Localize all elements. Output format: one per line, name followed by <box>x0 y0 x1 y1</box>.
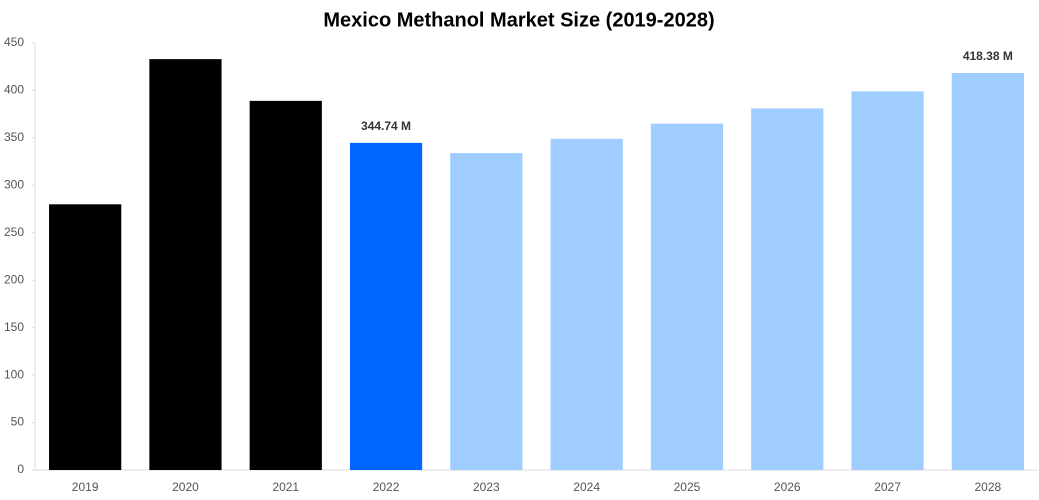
y-tick-label: 150 <box>4 320 24 334</box>
x-tick-label: 2028 <box>974 480 1001 494</box>
y-tick-label: 400 <box>4 83 24 97</box>
bar <box>650 123 724 471</box>
bar <box>149 59 222 471</box>
y-tick-label: 0 <box>17 462 24 476</box>
x-tick-label: 2026 <box>774 480 801 494</box>
chart-title: Mexico Methanol Market Size (2019-2028) <box>323 9 714 31</box>
bar <box>450 153 523 470</box>
bar <box>249 100 322 470</box>
bar <box>550 138 623 471</box>
bar <box>951 73 1024 470</box>
x-tick-label: 2022 <box>373 480 400 494</box>
x-tick-label: 2025 <box>674 480 701 494</box>
bar <box>751 108 824 471</box>
y-tick-label: 100 <box>4 367 24 381</box>
value-label: 344.74 M <box>361 119 411 133</box>
x-tick-label: 2027 <box>874 480 901 494</box>
y-tick-label: 300 <box>4 178 24 192</box>
y-tick-label: 250 <box>4 225 24 239</box>
y-tick-label: 200 <box>4 272 24 286</box>
x-tick-label: 2020 <box>172 480 199 494</box>
value-label: 418.38 M <box>963 49 1013 63</box>
bar <box>851 91 924 470</box>
y-tick-label: 450 <box>4 35 24 49</box>
x-tick-label: 2021 <box>272 480 299 494</box>
x-tick-label: 2023 <box>473 480 500 494</box>
bar <box>49 204 122 471</box>
y-tick-label: 350 <box>4 130 24 144</box>
x-tick-label: 2019 <box>72 480 99 494</box>
x-tick-label: 2024 <box>573 480 600 494</box>
bar <box>349 142 423 470</box>
y-tick-label: 50 <box>11 415 25 429</box>
